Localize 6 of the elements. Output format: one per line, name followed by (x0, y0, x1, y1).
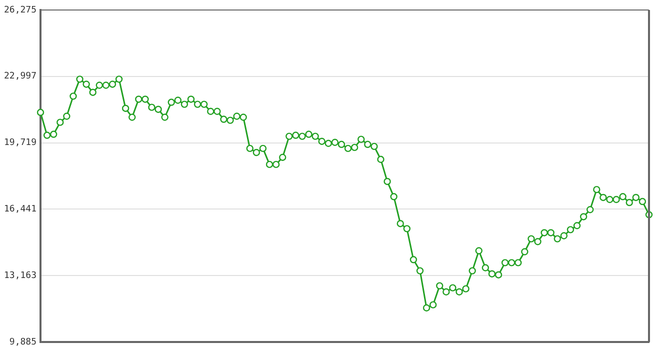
y-tick-label: 13,163 (4, 270, 37, 281)
y-tick-label: 16,441 (4, 204, 37, 215)
y-tick-label: 19,719 (4, 138, 37, 148)
y-tick-label: 26,275 (4, 5, 37, 16)
y-tick-label: 22,997 (4, 72, 37, 82)
y-tick-label: 9,885 (9, 337, 37, 348)
